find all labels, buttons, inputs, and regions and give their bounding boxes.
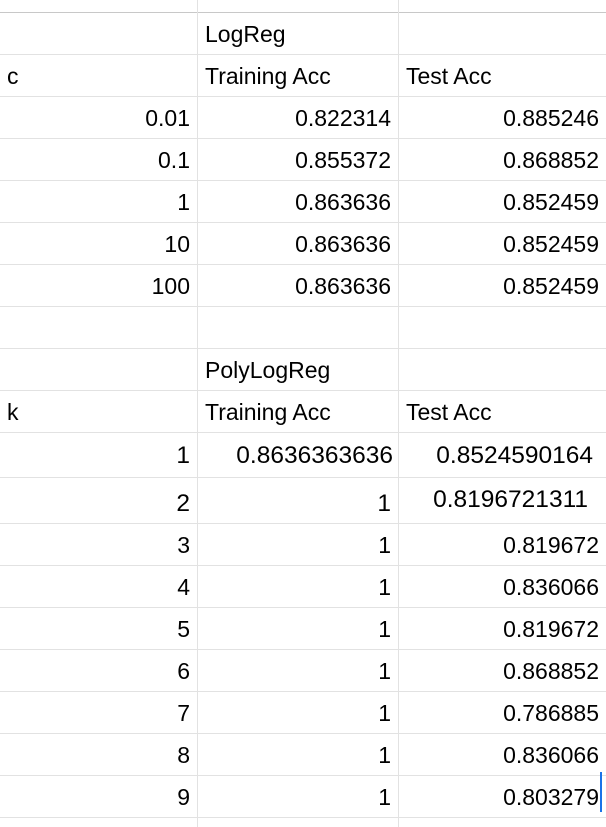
polylogreg-k-cell[interactable]: 4 bbox=[177, 574, 190, 600]
logreg-test-cell[interactable]: 0.885246 bbox=[503, 105, 599, 131]
gridline-row bbox=[0, 348, 606, 349]
logreg-train-cell[interactable]: 0.822314 bbox=[295, 105, 391, 131]
gridline-row bbox=[0, 565, 606, 566]
polylogreg-train-cell[interactable]: 1 bbox=[378, 574, 391, 600]
logreg-c-cell[interactable]: 100 bbox=[151, 273, 190, 299]
gridline-row bbox=[0, 96, 606, 97]
polylogreg-k-cell[interactable]: 8 bbox=[177, 742, 190, 768]
gridline-row bbox=[0, 432, 606, 433]
gridline-row bbox=[0, 264, 606, 265]
gridline-row bbox=[0, 477, 606, 478]
polylogreg-train-cell[interactable]: 1 bbox=[378, 700, 391, 726]
polylogreg-k-cell[interactable]: 6 bbox=[177, 658, 190, 684]
logreg-c-cell[interactable]: 0.1 bbox=[158, 147, 190, 173]
gridline-row bbox=[0, 138, 606, 139]
polylogreg-test-cell[interactable]: 0.836066 bbox=[503, 742, 599, 768]
polylogreg-param-header-cell[interactable]: k bbox=[7, 399, 19, 425]
polylogreg-test-cell[interactable]: 0.786885 bbox=[503, 700, 599, 726]
cell-selection-border bbox=[600, 772, 602, 812]
gridline-row bbox=[0, 817, 606, 818]
logreg-test-cell[interactable]: 0.852459 bbox=[503, 273, 599, 299]
gridline-row bbox=[0, 54, 606, 55]
gridline-row bbox=[0, 523, 606, 524]
column-header-strip bbox=[0, 0, 606, 13]
gridline-row bbox=[0, 180, 606, 181]
polylogreg-test-cell[interactable]: 0.8524590164 bbox=[436, 442, 593, 469]
polylogreg-test-cell[interactable]: 0.819672 bbox=[503, 616, 599, 642]
polylogreg-train-cell[interactable]: 1 bbox=[378, 784, 391, 810]
logreg-train-cell[interactable]: 0.855372 bbox=[295, 147, 391, 173]
polylogreg-k-cell[interactable]: 1 bbox=[176, 442, 190, 469]
polylogreg-k-cell[interactable]: 3 bbox=[177, 532, 190, 558]
logreg-train-header-cell[interactable]: Training Acc bbox=[205, 63, 331, 89]
polylogreg-train-cell[interactable]: 1 bbox=[378, 658, 391, 684]
polylogreg-k-cell[interactable]: 9 bbox=[177, 784, 190, 810]
gridline-row bbox=[0, 390, 606, 391]
logreg-c-cell[interactable]: 0.01 bbox=[145, 105, 190, 131]
gridline-col-a bbox=[197, 0, 198, 827]
logreg-test-cell[interactable]: 0.868852 bbox=[503, 147, 599, 173]
polylogreg-test-cell[interactable]: 0.868852 bbox=[503, 658, 599, 684]
logreg-test-cell[interactable]: 0.852459 bbox=[503, 231, 599, 257]
gridline-row bbox=[0, 607, 606, 608]
gridline-row bbox=[0, 775, 606, 776]
gridline-row bbox=[0, 691, 606, 692]
gridline-col-b bbox=[398, 0, 399, 827]
polylogreg-title-cell[interactable]: PolyLogReg bbox=[205, 357, 331, 383]
logreg-c-cell[interactable]: 1 bbox=[177, 189, 190, 215]
polylogreg-train-cell[interactable]: 1 bbox=[378, 742, 391, 768]
gridline-row bbox=[0, 222, 606, 223]
polylogreg-train-cell[interactable]: 1 bbox=[378, 616, 391, 642]
logreg-param-header-cell[interactable]: c bbox=[7, 63, 19, 89]
gridline-row bbox=[0, 649, 606, 650]
polylogreg-test-cell[interactable]: 0.819672 bbox=[503, 532, 599, 558]
polylogreg-k-cell[interactable]: 5 bbox=[177, 616, 190, 642]
logreg-test-cell[interactable]: 0.852459 bbox=[503, 189, 599, 215]
polylogreg-test-cell[interactable]: 0.8196721311 bbox=[433, 486, 588, 513]
logreg-train-cell[interactable]: 0.863636 bbox=[295, 273, 391, 299]
gridline-row bbox=[0, 733, 606, 734]
logreg-train-cell[interactable]: 0.863636 bbox=[295, 231, 391, 257]
gridline-row bbox=[0, 306, 606, 307]
polylogreg-train-cell[interactable]: 1 bbox=[378, 532, 391, 558]
polylogreg-k-cell[interactable]: 2 bbox=[176, 490, 190, 517]
logreg-title-cell[interactable]: LogReg bbox=[205, 21, 286, 47]
polylogreg-test-cell[interactable]: 0.836066 bbox=[503, 574, 599, 600]
polylogreg-train-header-cell[interactable]: Training Acc bbox=[205, 399, 331, 425]
polylogreg-test-header-cell[interactable]: Test Acc bbox=[406, 399, 492, 425]
polylogreg-test-cell[interactable]: 0.803279 bbox=[503, 784, 599, 810]
polylogreg-train-cell[interactable]: 1 bbox=[377, 490, 391, 517]
logreg-train-cell[interactable]: 0.863636 bbox=[295, 189, 391, 215]
polylogreg-train-cell[interactable]: 0.8636363636 bbox=[236, 442, 393, 469]
logreg-test-header-cell[interactable]: Test Acc bbox=[406, 63, 492, 89]
logreg-c-cell[interactable]: 10 bbox=[164, 231, 190, 257]
polylogreg-k-cell[interactable]: 7 bbox=[177, 700, 190, 726]
